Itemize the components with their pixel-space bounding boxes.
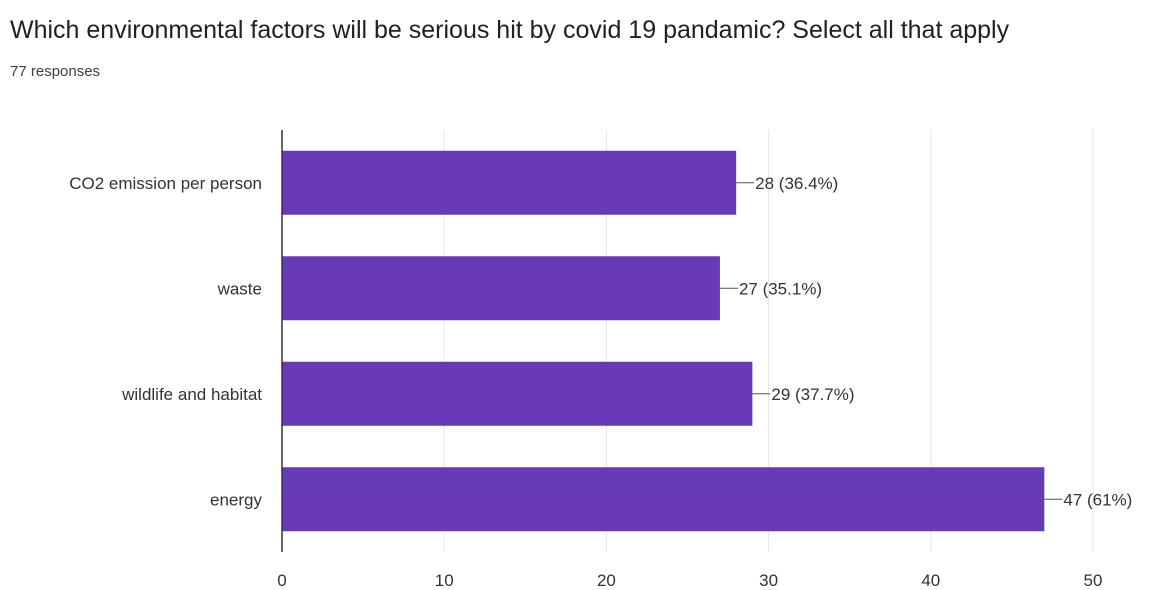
category-label: CO2 emission per person	[69, 174, 262, 193]
data-label: 28 (36.4%)	[755, 174, 838, 193]
category-label: waste	[217, 279, 262, 298]
x-tick-label: 30	[759, 571, 778, 590]
category-label: energy	[210, 490, 262, 509]
response-count: 77 responses	[10, 63, 101, 80]
bars	[282, 150, 1045, 532]
x-tick-label: 10	[435, 571, 454, 590]
bar	[282, 150, 737, 215]
question-title: Which environmental factors will be seri…	[10, 16, 1010, 44]
category-labels: CO2 emission per person waste wildlife and…	[69, 174, 262, 510]
data-label: 47 (61%)	[1063, 490, 1132, 509]
x-axis-ticks: 0 10 20 30 40 50	[277, 571, 1102, 590]
x-tick-label: 40	[921, 571, 940, 590]
category-label: wildlife and habitat	[121, 385, 262, 404]
data-label: 27 (35.1%)	[739, 279, 822, 298]
data-label: 29 (37.7%)	[771, 385, 854, 404]
data-labels: 28 (36.4%) 27 (35.1%) 29 (37.7%) 47 (61%)	[739, 174, 1132, 510]
bar	[282, 467, 1045, 532]
data-label-leaders	[719, 182, 1063, 500]
x-tick-label: 20	[597, 571, 616, 590]
bar	[282, 361, 753, 426]
x-tick-label: 50	[1084, 571, 1103, 590]
x-tick-label: 0	[277, 571, 286, 590]
bar	[282, 256, 720, 321]
